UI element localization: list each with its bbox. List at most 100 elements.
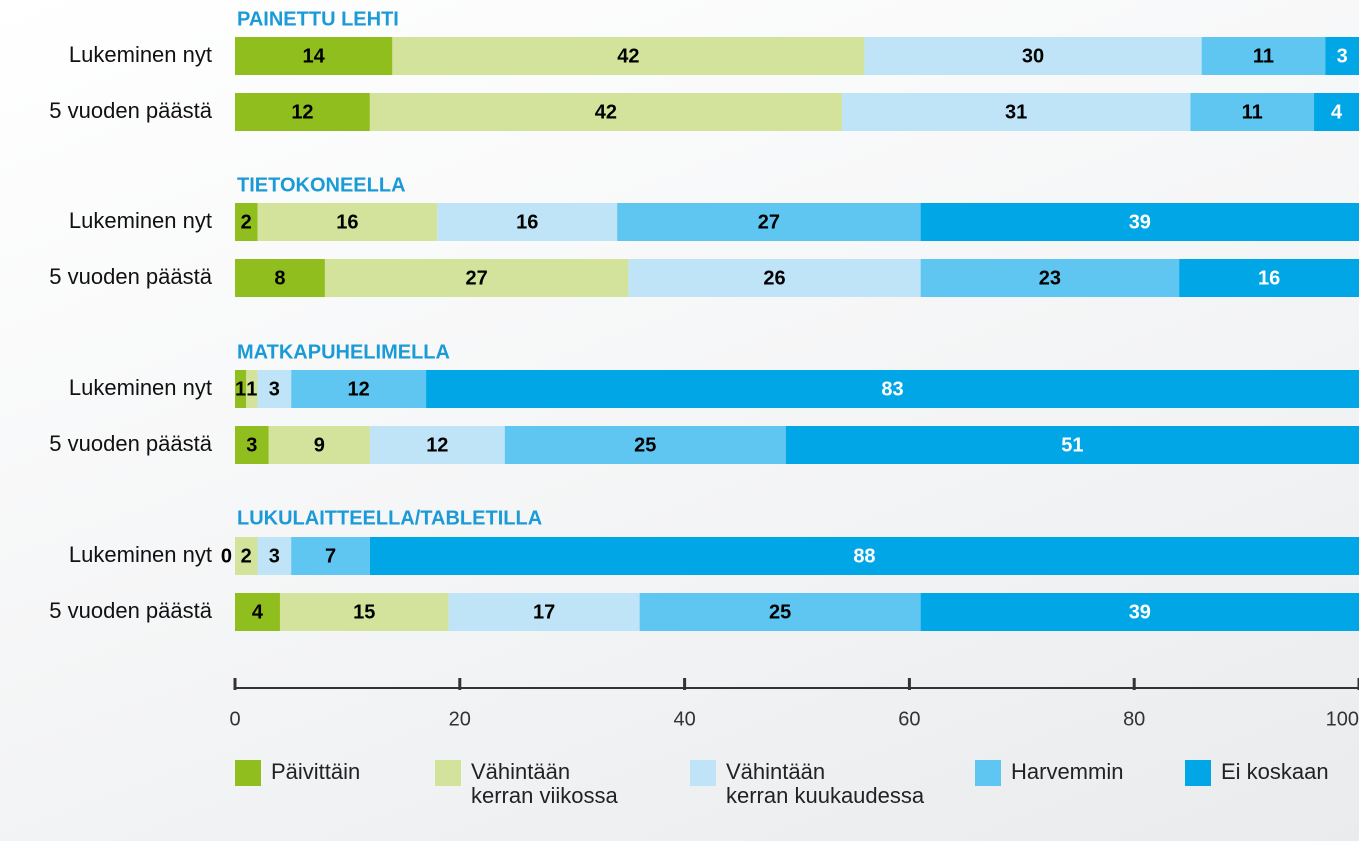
x-tick-label: 100 xyxy=(1326,708,1359,730)
value-label: 16 xyxy=(336,211,358,233)
bar-segment xyxy=(235,37,393,75)
x-tick-label: 80 xyxy=(1123,708,1145,730)
value-label: 30 xyxy=(1022,45,1044,67)
value-label: 11 xyxy=(1242,101,1263,123)
bar-segment xyxy=(628,259,921,297)
legend-item: Vähintään kerran kuukaudessa xyxy=(690,760,924,808)
value-label: 12 xyxy=(348,378,370,400)
value-label: 9 xyxy=(314,434,325,456)
value-label: 4 xyxy=(1331,101,1343,123)
bar-segment xyxy=(235,93,370,131)
value-label: 11 xyxy=(1253,45,1274,67)
legend-label: Vähintään kerran viikossa xyxy=(471,759,618,808)
value-label: 12 xyxy=(291,101,313,123)
legend-swatch xyxy=(975,760,1001,786)
legend-item: Vähintään kerran viikossa xyxy=(435,760,618,808)
value-label: 39 xyxy=(1129,211,1151,233)
bar-segment xyxy=(1201,37,1326,75)
value-label: 16 xyxy=(516,211,538,233)
category-label: 5 vuoden päästä xyxy=(49,98,212,123)
legend-swatch xyxy=(235,760,261,786)
group-title: TIETOKONEELLA xyxy=(237,174,406,196)
group-title: PAINETTU LEHTI xyxy=(237,8,399,30)
value-label: 42 xyxy=(617,45,639,67)
category-label: 5 vuoden päästä xyxy=(49,431,212,456)
category-label: 5 vuoden päästä xyxy=(49,264,212,289)
legend-item: Ei koskaan xyxy=(1185,760,1329,786)
legend-label: Päivittäin xyxy=(271,759,361,784)
bar-segment xyxy=(257,203,438,241)
bar-segment xyxy=(369,426,505,464)
legend-label: Harvemmin xyxy=(1011,759,1124,784)
x-tick-label: 0 xyxy=(229,708,240,730)
category-label: Lukeminen nyt xyxy=(69,208,212,233)
group-title: MATKAPUHELIMELLA xyxy=(237,341,450,363)
legend-swatch xyxy=(1185,760,1211,786)
bar-segment xyxy=(639,593,921,631)
bar-segment xyxy=(235,370,247,408)
bar-segment xyxy=(426,370,1359,408)
bar-segment xyxy=(1325,37,1359,75)
bar-segment xyxy=(920,259,1180,297)
value-label: 83 xyxy=(881,378,903,400)
value-label: 0 xyxy=(221,545,232,567)
value-label: 7 xyxy=(325,545,336,567)
bar-segment xyxy=(617,203,921,241)
bar-segment xyxy=(1314,93,1359,131)
bar-segment xyxy=(369,93,842,131)
bar-segment xyxy=(920,593,1359,631)
value-label: 1 xyxy=(235,378,246,400)
bar-segment xyxy=(235,203,258,241)
group-title: LUKULAITTEELLA/TABLETILLA xyxy=(237,507,542,529)
bar-segment xyxy=(257,370,292,408)
value-label: 27 xyxy=(758,211,780,233)
value-label: 15 xyxy=(353,601,375,623)
value-label: 25 xyxy=(769,601,791,623)
value-label: 88 xyxy=(853,545,875,567)
category-label: Lukeminen nyt xyxy=(69,42,212,67)
bar-segment xyxy=(392,37,865,75)
value-label: 39 xyxy=(1129,601,1151,623)
value-label: 8 xyxy=(274,267,285,289)
legend-swatch xyxy=(435,760,461,786)
bar-segment xyxy=(785,426,1359,464)
value-label: 51 xyxy=(1061,434,1083,456)
bar-segment xyxy=(324,259,629,297)
value-label: 27 xyxy=(466,267,488,289)
category-label: 5 vuoden päästä xyxy=(49,598,212,623)
value-label: 31 xyxy=(1005,101,1027,123)
legend-item: Päivittäin xyxy=(235,760,360,786)
bar-segment xyxy=(279,593,449,631)
bar-segment xyxy=(235,593,280,631)
value-label: 3 xyxy=(269,378,280,400)
value-label: 2 xyxy=(241,545,252,567)
bar-segment xyxy=(291,537,370,575)
bar-segment xyxy=(268,426,370,464)
x-tick-label: 40 xyxy=(673,708,695,730)
bar-segment xyxy=(920,203,1359,241)
value-label: 25 xyxy=(634,434,656,456)
legend-item: Harvemmin xyxy=(975,760,1123,786)
value-label: 3 xyxy=(246,434,257,456)
value-label: 14 xyxy=(303,45,326,67)
x-tick-label: 60 xyxy=(898,708,920,730)
bar-segment xyxy=(291,370,427,408)
bar-segment xyxy=(246,370,258,408)
value-label: 42 xyxy=(595,101,617,123)
legend-label: Ei koskaan xyxy=(1221,759,1329,784)
legend-swatch xyxy=(690,760,716,786)
value-label: 26 xyxy=(763,267,785,289)
value-label: 1 xyxy=(246,378,257,400)
value-label: 17 xyxy=(533,601,555,623)
value-label: 23 xyxy=(1039,267,1061,289)
value-label: 3 xyxy=(269,545,280,567)
x-tick-label: 20 xyxy=(449,708,471,730)
bar-segment xyxy=(841,93,1191,131)
legend-label: Vähintään kerran kuukaudessa xyxy=(726,759,925,808)
category-label: Lukeminen nyt xyxy=(69,375,212,400)
bar-segment xyxy=(448,593,640,631)
bar-segment xyxy=(257,537,292,575)
value-label: 2 xyxy=(241,211,252,233)
